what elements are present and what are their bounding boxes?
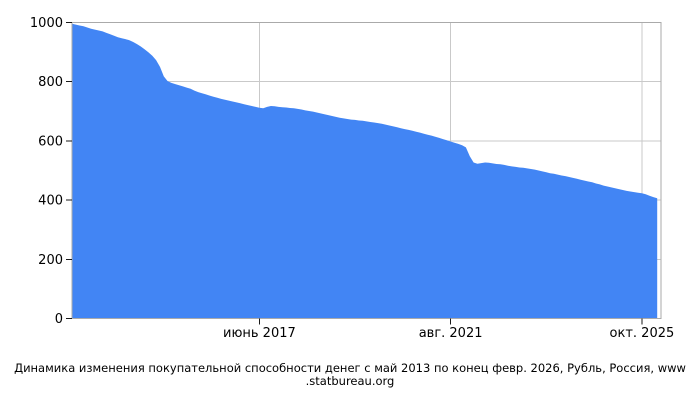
x-axis: июнь 2017 авг. 2021 окт. 2025 <box>223 326 674 341</box>
y-axis-label-200: 200 <box>38 253 63 268</box>
caption-line-2: .statbureau.org <box>305 374 395 388</box>
x-axis-label-aug-2021: авг. 2021 <box>419 326 483 341</box>
x-axis-label-june-2017: июнь 2017 <box>223 326 296 341</box>
y-axis-label-400: 400 <box>38 194 63 209</box>
plot-border <box>71 22 662 319</box>
y-axis-label-800: 800 <box>38 75 63 90</box>
tick-marks <box>66 22 643 325</box>
x-axis-label-oct-2025: окт. 2025 <box>610 326 675 341</box>
purchasing-power-area <box>72 23 658 319</box>
y-axis-label-0: 0 <box>55 312 63 327</box>
y-axis-label-1000: 1000 <box>30 16 63 31</box>
y-axis-label-600: 600 <box>38 134 63 149</box>
caption-line-1: Динамика изменения покупательной способн… <box>14 361 686 375</box>
y-axis: 0 200 400 600 800 1000 <box>30 16 63 327</box>
chart-caption: Динамика изменения покупательной способн… <box>0 362 700 388</box>
